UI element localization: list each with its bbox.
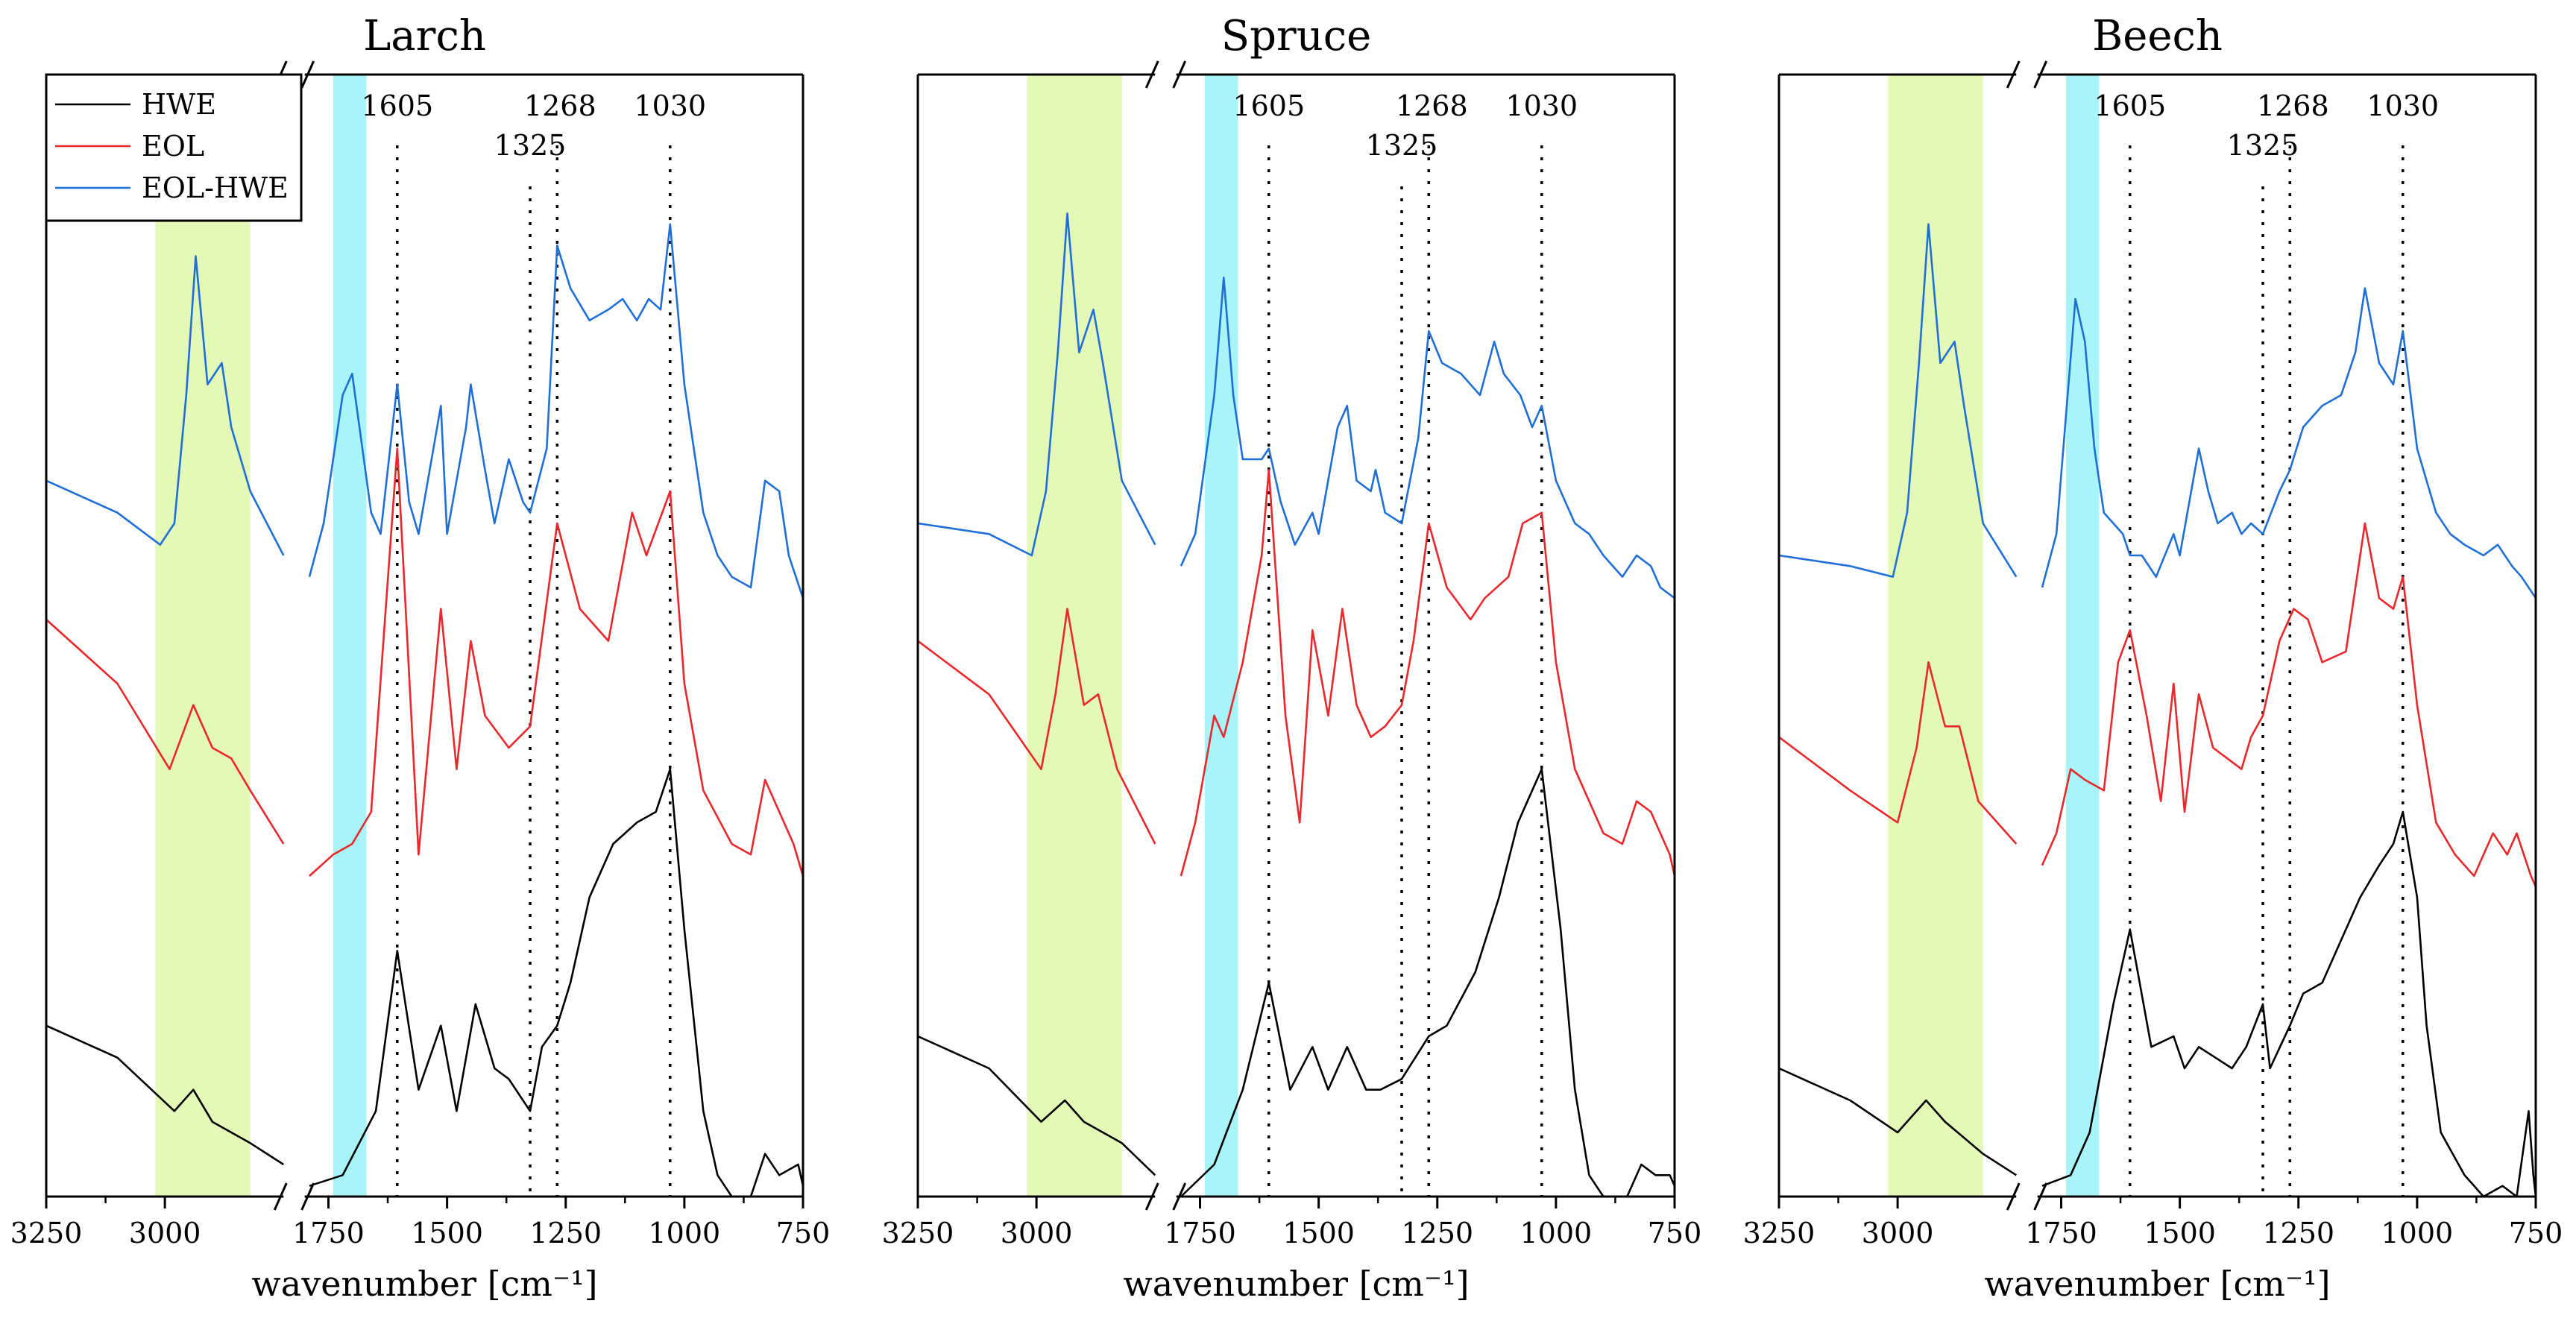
spectrum-eol-larch-high (45, 619, 285, 845)
legend-label-hwe: HWE (142, 88, 216, 121)
ch-stretch-band (155, 75, 251, 1197)
peak-label-1030: 1030 (634, 89, 706, 122)
x-tick-label-3250: 3250 (882, 1217, 954, 1249)
x-tick-label-1250: 1250 (529, 1217, 602, 1249)
legend-box (45, 73, 303, 222)
peak-label-1268: 1268 (1396, 89, 1468, 122)
x-axis-label: wavenumber [cm⁻¹] (251, 1264, 597, 1304)
spectrum-hwe-larch-high (45, 1024, 285, 1166)
x-tick-label-1750: 1750 (1164, 1217, 1236, 1249)
axis-break-mark-top (1172, 60, 1187, 89)
x-tick-label-1000: 1000 (1520, 1217, 1593, 1249)
x-tick-label-1000: 1000 (649, 1217, 721, 1249)
peak-label-1268: 1268 (524, 89, 596, 122)
spectrum-eol-larch-low (309, 447, 804, 877)
ch-stretch-band (1027, 75, 1122, 1197)
x-tick-label-750: 750 (776, 1217, 831, 1249)
peak-label-1605: 1605 (2094, 89, 2166, 122)
x-tick-label-1750: 1750 (2025, 1217, 2097, 1249)
x-tick-label-1500: 1500 (2144, 1217, 2216, 1249)
axis-break-mark-bottom (273, 1182, 288, 1211)
panel-spruce: 1605 1325 1268 1030 3250 3000 1750 1500 1250 1000… (882, 12, 1702, 1304)
carbonyl-band (1204, 75, 1238, 1197)
peak-label-1030: 1030 (1505, 89, 1578, 122)
legend-label-eol-hwe: EOL-HWE (142, 171, 289, 204)
x-axis-label: wavenumber [cm⁻¹] (1984, 1264, 2330, 1304)
peak-label-1268: 1268 (2257, 89, 2329, 122)
spectrum-eol-hwe-spruce-low (1180, 277, 1675, 599)
spectrum-eol-spruce-high (917, 608, 1156, 845)
x-tick-label-1000: 1000 (2381, 1217, 2454, 1249)
axis-break-mark-bottom (300, 1182, 315, 1211)
peak-label-1605: 1605 (361, 89, 433, 122)
x-tick-label-3250: 3250 (1743, 1217, 1816, 1249)
spectrum-hwe-spruce-high (917, 1035, 1156, 1176)
x-tick-label-3000: 3000 (129, 1217, 201, 1249)
panel-larch: 1605 1325 1268 1030 3250 3000 1750 1500 1250 1000… (10, 12, 831, 1304)
axis-break-mark-bottom (2033, 1182, 2048, 1211)
axis-break-mark-top (2033, 60, 2048, 89)
peak-label-1325: 1325 (1366, 129, 1438, 162)
x-tick-label-750: 750 (1648, 1217, 1702, 1249)
spectrum-eol-hwe-larch-high (45, 255, 285, 556)
peak-label-1325: 1325 (2227, 129, 2299, 162)
x-tick-label-3000: 3000 (1001, 1217, 1073, 1249)
axis-break-mark-bottom (1172, 1182, 1187, 1211)
x-tick-label-3250: 3250 (10, 1217, 83, 1249)
spectrum-eol-spruce-low (1180, 469, 1676, 877)
axis-break-mark-top (1144, 60, 1159, 89)
x-tick-label-1750: 1750 (292, 1217, 365, 1249)
legend-label-eol: EOL (142, 130, 204, 163)
peak-label-1325: 1325 (494, 129, 567, 162)
axis-break-mark-bottom (2006, 1182, 2021, 1211)
ch-stretch-band (1888, 75, 1983, 1197)
legend: HWE EOL EOL-HWE (45, 73, 303, 222)
axis-break-mark-top (300, 60, 315, 89)
x-tick-label-1500: 1500 (411, 1217, 483, 1249)
spectrum-eol-hwe-spruce-high (917, 212, 1156, 557)
x-tick-label-750: 750 (2509, 1217, 2563, 1249)
carbonyl-band (2065, 75, 2100, 1197)
spectrum-hwe-beech-low (2041, 810, 2537, 1198)
x-tick-label-1250: 1250 (1401, 1217, 1473, 1249)
panel-title: Spruce (1221, 12, 1372, 60)
carbonyl-band (333, 75, 367, 1197)
peak-label-1030: 1030 (2366, 89, 2439, 122)
spectrum-hwe-beech-high (1778, 1067, 2018, 1176)
x-tick-label-3000: 3000 (1862, 1217, 1934, 1249)
spectrum-eol-hwe-larch-low (308, 223, 804, 599)
peak-label-1605: 1605 (1232, 89, 1305, 122)
x-axis-label: wavenumber [cm⁻¹] (1123, 1264, 1469, 1304)
spectrum-eol-hwe-beech-low (2041, 287, 2537, 599)
panel-title: Beech (2092, 12, 2223, 60)
spectrum-eol-beech-high (1778, 661, 2018, 845)
panel-title: Larch (363, 12, 486, 60)
spectrum-eol-beech-low (2041, 522, 2537, 887)
x-tick-label-1500: 1500 (1282, 1217, 1355, 1249)
axis-break-mark-bottom (1144, 1182, 1159, 1211)
spectrum-eol-hwe-beech-high (1778, 223, 2018, 578)
x-tick-label-1250: 1250 (2262, 1217, 2334, 1249)
panel-beech: 1605 1325 1268 1030 3250 3000 1750 1500 1250 1000… (1743, 12, 2563, 1304)
axis-break-mark-top (2006, 60, 2021, 89)
